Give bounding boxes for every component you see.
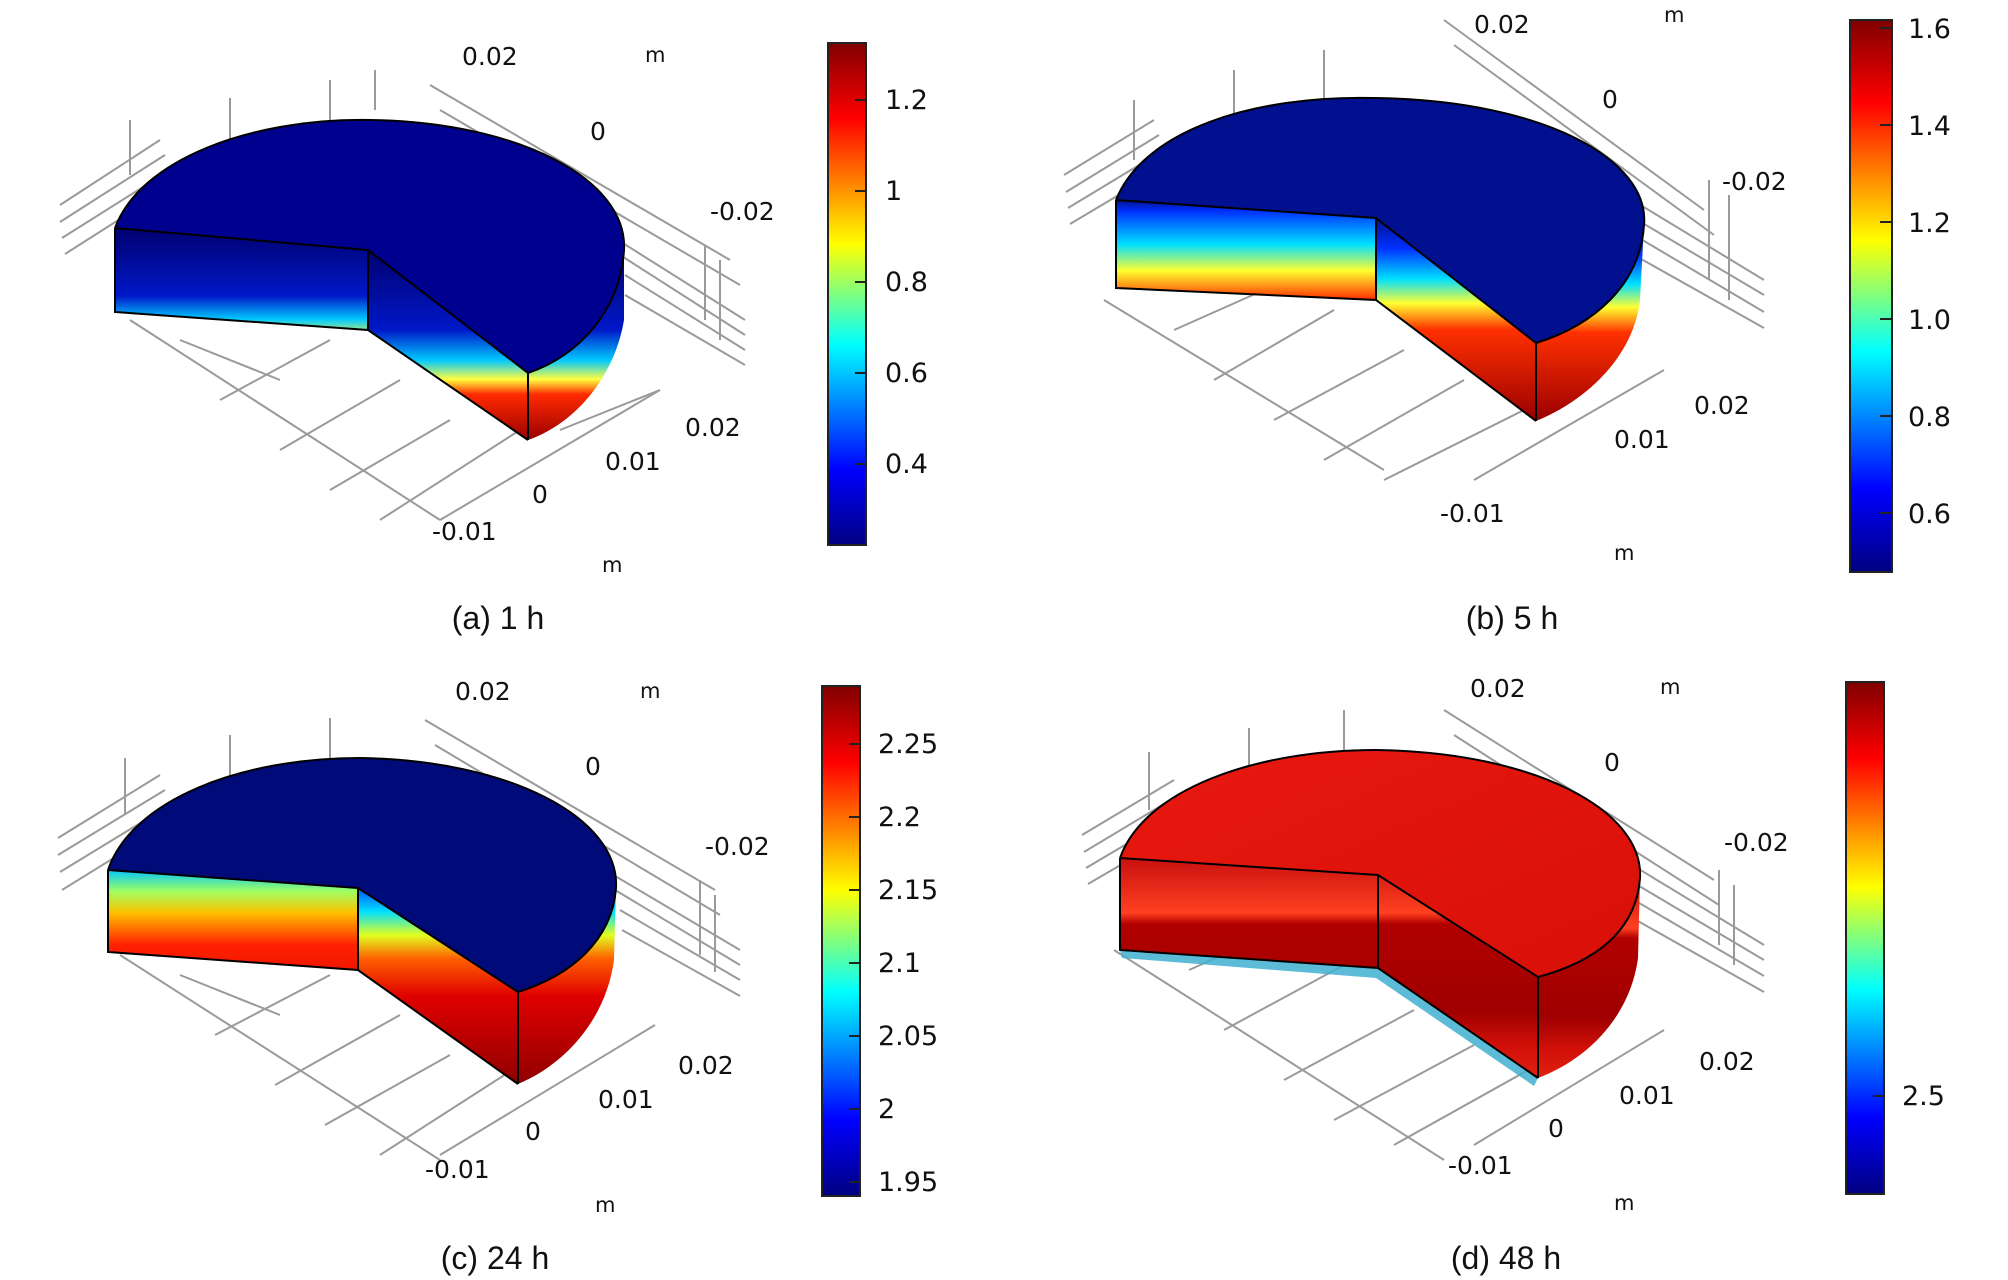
panel-c-cb-tick-5: 2 [878, 1094, 895, 1125]
panel-b-cb-tick-1: 1.4 [1908, 111, 1951, 142]
panel-a-axis-bot-c: 0 [532, 480, 548, 509]
panel-a-axis-right: -0.02 [710, 197, 775, 226]
panel-d-colorbar [1845, 681, 1885, 1195]
panel-a-cb-tick-4: 0.4 [885, 449, 928, 480]
panel-c-axis-bot-c: 0 [525, 1117, 541, 1146]
panel-c-cb-tick-2: 2.15 [878, 875, 938, 906]
panel-b-cb-tick-0: 1.6 [1908, 14, 1951, 45]
panel-c-colorbar [821, 685, 861, 1197]
panel-c-cut-face-left [108, 870, 518, 1084]
panel-c-cb-tick-1: 2.2 [878, 802, 921, 833]
panel-d-axis-bot-a: 0.02 [1699, 1047, 1755, 1076]
panel-c-axis-bot-d: -0.01 [425, 1155, 490, 1184]
panel-b: 0.02 m 0 -0.02 0.02 0.01 -0.01 m 1.6 1.4… [1004, 0, 2008, 640]
panel-c-cb-tick-0: 2.25 [878, 729, 938, 760]
panel-c-axis-top-a: 0.02 [455, 677, 511, 706]
panel-c-solid [107, 756, 618, 1085]
panel-b-axis-right: -0.02 [1722, 167, 1787, 196]
panel-c-top-surface [108, 758, 617, 992]
panel-c-axis-bot-a: 0.02 [678, 1051, 734, 1080]
panel-a-colorbar-ticks [855, 99, 866, 465]
panel-b-colorbar-ticks [1880, 27, 1892, 514]
panel-c-axis-right: -0.02 [705, 832, 770, 861]
panel-a-top-surface [115, 119, 625, 373]
panel-d-axis-bot-d: -0.01 [1448, 1151, 1513, 1180]
panel-a-unit-bottom: m [602, 553, 622, 577]
panel-a-cb-tick-2: 0.8 [885, 267, 928, 298]
panel-b-cb-tick-3: 1.0 [1908, 305, 1951, 336]
panel-b-cut-face-left [1116, 200, 1536, 421]
panel-d-cut-face-left [1120, 858, 1538, 1078]
panel-a-axis-bot-d: -0.01 [432, 517, 497, 546]
panel-c-cb-tick-6: 1.95 [878, 1167, 938, 1198]
panel-d-plot: 0.02 m 0 -0.02 0.02 0.01 0 -0.01 m 2.5 [1081, 674, 1945, 1215]
panel-c-caption: (c) 24 h [440, 1240, 550, 1276]
panel-c-unit-bottom: m [595, 1193, 615, 1217]
panel-a-cb-tick-1: 1 [885, 176, 902, 207]
panel-c-cb-tick-3: 2.1 [878, 948, 921, 979]
panel-a: 0.02 m 0 -0.02 0.02 0.01 0 -0.01 m 1.2 1… [0, 0, 1004, 640]
panel-c-cb-tick-4: 2.05 [878, 1021, 938, 1052]
panel-b-solid [1115, 96, 1646, 422]
panel-c-axis-bot-b: 0.01 [598, 1085, 654, 1114]
panel-b-axis-bot-d: -0.01 [1440, 499, 1505, 528]
panel-c-cut-face-right [358, 888, 518, 1084]
panel-a-cb-tick-3: 0.6 [885, 358, 928, 389]
panel-a-cut-face-left [115, 228, 528, 440]
panel-a-unit-top: m [645, 43, 665, 67]
panel-c: 0.02 m 0 -0.02 0.02 0.01 0 -0.01 m 2.25 … [0, 640, 1004, 1280]
panel-a-solid [114, 118, 626, 441]
panel-a-axis-bot-b: 0.01 [605, 447, 661, 476]
panel-a-axis-bot-a: 0.02 [685, 413, 741, 442]
panel-b-caption: (b) 5 h [1465, 600, 1559, 636]
panel-a-grid [59, 70, 746, 521]
panel-d-axis-bot-c: 0 [1548, 1114, 1564, 1143]
panel-a-colorbar [827, 42, 867, 546]
panel-d-caption: (d) 48 h [1450, 1240, 1562, 1276]
panel-b-grid [1063, 19, 1765, 481]
panel-a-cb-tick-0: 1.2 [885, 85, 928, 116]
panel-b-cb-tick-5: 0.6 [1908, 499, 1951, 530]
panel-a-caption: (a) 1 h [451, 600, 545, 636]
panel-b-axis-top-a: 0.02 [1474, 10, 1530, 39]
panel-a-axis-top-b: 0 [590, 117, 606, 146]
panel-b-unit-bottom: m [1614, 541, 1634, 565]
panel-b-cb-tick-2: 1.2 [1908, 208, 1951, 239]
panel-c-curved-side [518, 888, 616, 1084]
panel-c-axis-top-b: 0 [585, 752, 601, 781]
panel-d: 0.02 m 0 -0.02 0.02 0.01 0 -0.01 m 2.5 (… [1004, 640, 2008, 1280]
panel-b-curved-side [1536, 225, 1644, 421]
panel-c-unit-top: m [640, 679, 660, 703]
panel-d-axis-top-b: 0 [1604, 748, 1620, 777]
panel-d-curved-side [1538, 878, 1640, 1078]
panel-b-axis-bot-a: 0.02 [1694, 391, 1750, 420]
panel-c-plot: 0.02 m 0 -0.02 0.02 0.01 0 -0.01 m 2.25 … [57, 677, 938, 1217]
panel-d-solid [1119, 748, 1642, 1086]
panel-d-top-surface [1120, 750, 1641, 977]
panel-b-plot: 0.02 m 0 -0.02 0.02 0.01 -0.01 m 1.6 1.4… [1063, 3, 1951, 573]
panel-d-axis-top-a: 0.02 [1470, 674, 1526, 703]
panel-d-cb-tick-0: 2.5 [1902, 1081, 1945, 1112]
panel-d-unit-bottom: m [1614, 1191, 1634, 1215]
panel-b-unit-top: m [1664, 3, 1684, 27]
panel-a-plot: 0.02 m 0 -0.02 0.02 0.01 0 -0.01 m 1.2 1… [59, 42, 928, 577]
panel-d-axis-bot-b: 0.01 [1619, 1081, 1675, 1110]
panel-b-cut-face-right [1376, 218, 1536, 421]
panel-a-axis-top-a: 0.02 [462, 42, 518, 71]
panel-b-axis-top-b: 0 [1602, 85, 1618, 114]
panel-b-colorbar [1849, 19, 1893, 573]
panel-a-curved-side [528, 250, 624, 440]
panel-d-unit-top: m [1660, 675, 1680, 699]
panel-c-colorbar-ticks [849, 743, 860, 1183]
panel-b-cb-tick-4: 0.8 [1908, 402, 1951, 433]
panel-d-axis-right: -0.02 [1724, 828, 1789, 857]
panel-b-axis-bot-b: 0.01 [1614, 425, 1670, 454]
panel-a-cut-face-right [368, 250, 528, 440]
panel-c-grid [57, 718, 741, 1161]
